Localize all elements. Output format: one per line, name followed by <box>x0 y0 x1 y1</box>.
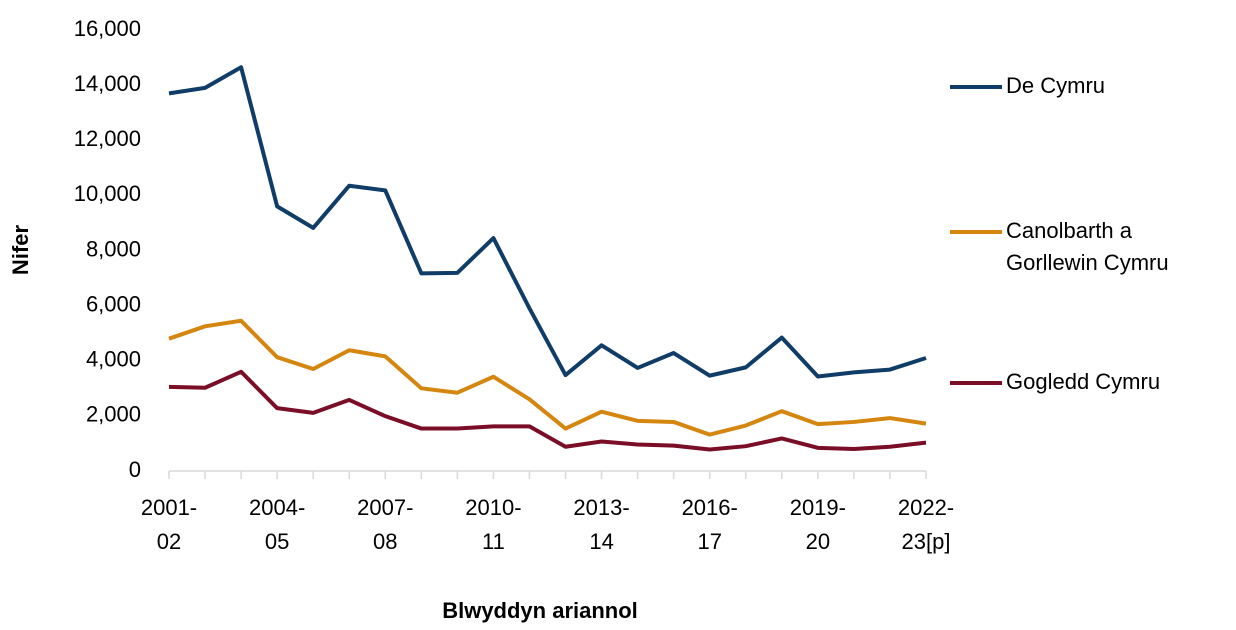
x-tick-label: 2010-11 <box>465 495 521 554</box>
line-series <box>168 65 927 379</box>
y-tick-label: 10,000 <box>74 181 141 206</box>
y-tick-label: 16,000 <box>74 16 141 41</box>
x-tick-label: 2016-17 <box>682 495 738 554</box>
y-tick-label: 14,000 <box>74 71 141 96</box>
x-tick-label: 2004-05 <box>249 495 305 554</box>
legend-label: Canolbarth a Gorllewin Cymru <box>1006 218 1169 275</box>
legend-label: De Cymru <box>1006 73 1105 98</box>
x-tick-label: 2013-14 <box>573 495 629 554</box>
x-axis-label: Blwyddyn ariannol <box>442 598 638 623</box>
line-series <box>168 318 927 437</box>
x-tick-label: 2022-23[p] <box>898 495 954 554</box>
line-series <box>168 369 927 452</box>
y-tick-label: 0 <box>129 457 141 482</box>
y-tick-label: 6,000 <box>86 291 141 316</box>
y-tick-label: 12,000 <box>74 126 141 151</box>
x-tick-label: 2007-08 <box>357 495 413 554</box>
y-tick-label: 4,000 <box>86 347 141 372</box>
y-axis-label: Nifer <box>8 225 33 276</box>
y-tick-label: 8,000 <box>86 236 141 261</box>
y-tick-label: 2,000 <box>86 402 141 427</box>
x-tick-label: 2019-20 <box>790 495 846 554</box>
legend-label: Gogledd Cymru <box>1006 369 1160 394</box>
x-tick-label: 2001-02 <box>141 495 197 554</box>
